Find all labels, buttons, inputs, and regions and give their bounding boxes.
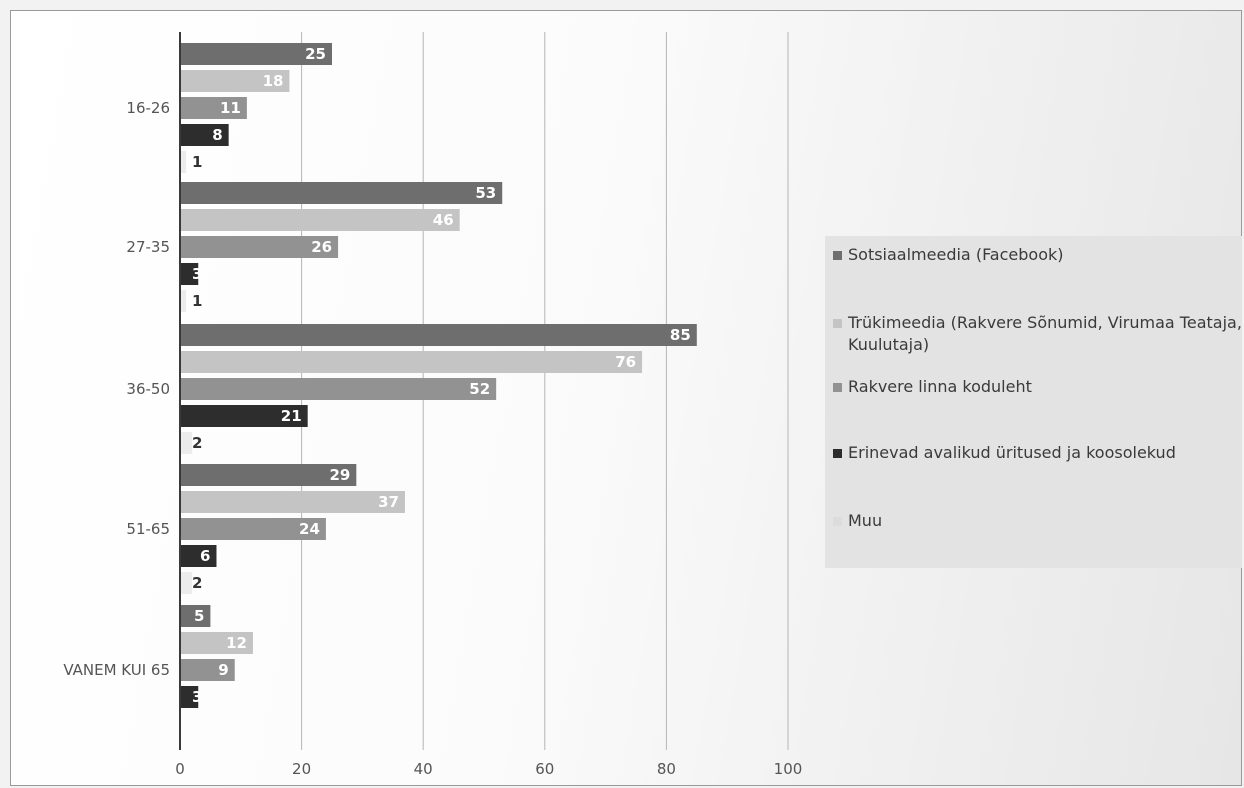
bar-value-label: 1 (192, 153, 202, 171)
x-axis-ticks: 0 20 40 60 80 100 (175, 760, 802, 778)
bar-value-label: 46 (433, 211, 454, 229)
bar (180, 378, 497, 400)
category-label: VANEM KUI 65 (63, 661, 170, 679)
x-tick-label: 100 (774, 760, 803, 778)
legend-label: Erinevad avalikud üritused ja koosolekud (848, 443, 1176, 462)
legend: Sotsiaalmeedia (Facebook) Trükimeedia (Ra… (825, 236, 1242, 568)
legend-swatch (833, 251, 842, 260)
category-labels: 16-26 27-35 36-50 51-65 VANEM KUI 65 (63, 99, 170, 679)
bar (180, 605, 211, 627)
legend-swatch (833, 383, 842, 392)
bar-value-label: 25 (305, 45, 326, 63)
category-label: 27-35 (126, 238, 170, 256)
bar (180, 491, 405, 513)
x-tick-label: 0 (175, 760, 185, 778)
bar-value-label: 3 (192, 265, 202, 283)
bar-value-label: 76 (615, 353, 636, 371)
bar-value-label: 53 (475, 184, 496, 202)
x-tick-label: 20 (292, 760, 311, 778)
bar (180, 263, 199, 285)
bar (180, 659, 235, 681)
bar-value-label: 2 (192, 434, 202, 452)
bar (180, 405, 308, 427)
legend-item: Trükimeedia (Rakvere Sõnumid, Virumaa Te… (833, 312, 1244, 356)
bar (180, 324, 697, 346)
bar-value-label: 2 (192, 574, 202, 592)
bar-value-label: 18 (263, 72, 284, 90)
bar-value-label: 3 (192, 688, 202, 706)
legend-label: Sotsiaalmeedia (Facebook) (848, 245, 1064, 264)
bar (180, 43, 332, 65)
bar-value-label: 12 (226, 634, 247, 652)
legend-label: Rakvere linna koduleht (848, 377, 1032, 396)
bar (180, 518, 326, 540)
x-tick-label: 40 (414, 760, 433, 778)
bar-value-label: 29 (329, 466, 350, 484)
legend-item: Erinevad avalikud üritused ja koosolekud (833, 442, 1244, 464)
bar (180, 351, 643, 373)
bar (180, 545, 217, 567)
bars (180, 43, 697, 708)
bar-value-label: 21 (281, 407, 302, 425)
bar (180, 182, 503, 204)
bar-value-label: 8 (212, 126, 222, 144)
bar-value-label: 5 (194, 607, 204, 625)
legend-item: Muu (833, 510, 1244, 532)
bar (180, 632, 253, 654)
bar (180, 124, 229, 146)
x-tick-label: 60 (535, 760, 554, 778)
legend-swatch (833, 449, 842, 458)
bar (180, 97, 247, 119)
bar (180, 432, 193, 454)
bar (180, 236, 339, 258)
bar-value-label: 52 (469, 380, 490, 398)
bar-value-label: 85 (670, 326, 691, 344)
bar-value-label: 1 (192, 292, 202, 310)
legend-swatch (833, 319, 842, 328)
bar-value-label: 9 (218, 661, 228, 679)
legend-item: Sotsiaalmeedia (Facebook) (833, 244, 1244, 266)
category-label: 36-50 (126, 380, 170, 398)
bar-value-label: 26 (311, 238, 332, 256)
bar-value-label: 6 (200, 547, 210, 565)
bar (180, 151, 187, 173)
x-tick-label: 80 (657, 760, 676, 778)
bar (180, 686, 199, 708)
category-label: 51-65 (126, 520, 170, 538)
bar-value-label: 11 (220, 99, 241, 117)
legend-label: Trükimeedia (Rakvere Sõnumid, Virumaa Te… (848, 313, 1242, 354)
legend-label: Muu (848, 511, 883, 530)
bar (180, 70, 290, 92)
bar (180, 572, 193, 594)
bar-value-label: 37 (378, 493, 399, 511)
bar (180, 464, 357, 486)
bar (180, 209, 460, 231)
bar (180, 290, 187, 312)
legend-item: Rakvere linna koduleht (833, 376, 1244, 398)
legend-swatch (833, 517, 842, 526)
bar-value-label: 24 (299, 520, 320, 538)
category-label: 16-26 (126, 99, 170, 117)
